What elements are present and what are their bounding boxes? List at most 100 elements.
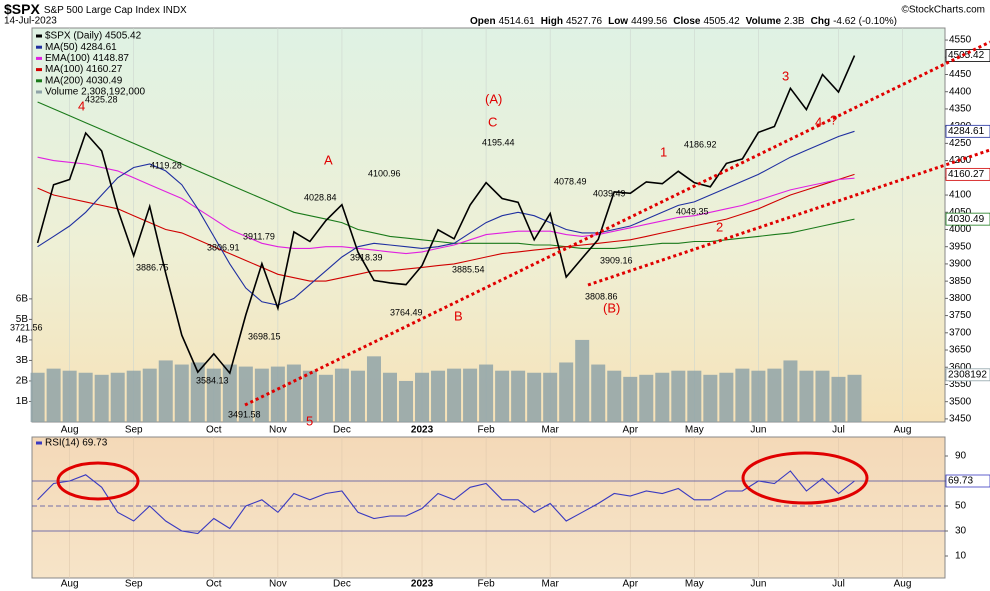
y-tick-label: 4250 [949,138,972,149]
y-tick-label: 10 [955,551,967,562]
y2-tick-label: 3B [16,355,29,366]
x-tick-label: Aug [894,425,912,436]
highlight-ellipse [56,461,140,501]
end-label: 4505.42 [948,50,985,61]
stat-value: 2.3B [784,16,805,27]
volume-bar [847,374,862,422]
y-tick-label: 3800 [949,293,972,304]
price-annotation: 4100.96 [368,168,401,178]
y2-tick-label: 5B [16,314,29,325]
volume-bar [158,360,173,422]
price-annotation: 3886.75 [136,262,169,272]
volume-bar [767,368,782,422]
volume-bar [703,374,718,422]
y2-tick-label: 6B [16,294,29,305]
y-tick-label: 3850 [949,276,972,287]
volume-bar [238,366,253,422]
volume-bar [62,370,77,422]
price-annotation: 4119.28 [150,160,182,170]
y-tick-label: 4000 [949,224,972,235]
end-label-box [945,474,990,488]
stat-label: Close [673,16,701,27]
x-tick-label: Apr [622,425,638,436]
volume-bar [286,364,301,422]
y2-tick-label: 4B [16,335,29,346]
x-tick-label: Dec [333,425,351,436]
x-tick-label: Dec [333,579,351,590]
price-panel [31,27,946,423]
wave-label: 1 [660,144,667,159]
stat-label: Open [470,16,496,27]
volume-bar [623,376,638,422]
price-annotation: 3491.58 [228,409,261,419]
stat-value: 4527.76 [566,16,603,27]
volume-bar [30,372,45,422]
subtitle: S&P 500 Large Cap Index [44,5,160,16]
volume-bar [190,362,205,422]
volume-bar [511,370,526,422]
x-tick-label: Feb [477,579,495,590]
price-annotation: 4078.49 [554,176,587,186]
x-tick-label: Nov [269,579,287,590]
volume-bar [174,364,189,422]
volume-bar [382,372,397,422]
end-label: 4030.49 [948,214,985,225]
wave-label: 5 [306,413,313,428]
volume-bar [815,370,830,422]
legend-label: $SPX (Daily) 4505.42 [45,31,142,42]
price-annotation: 3764.49 [390,307,423,317]
y-tick-label: 4050 [949,207,972,218]
volume-bar [142,368,157,422]
wave-label: A [324,152,333,167]
x-tick-label: May [685,579,704,590]
x-tick-label: Oct [206,425,222,436]
x-tick-label: Aug [894,579,912,590]
price-annotation: 3911.79 [243,231,275,241]
volume-bar [366,356,381,422]
wave-label: 4 [78,98,85,113]
price-annotation: 3698.15 [248,331,281,341]
x-tick-label: Jul [832,579,845,590]
price-annotation: 3584.13 [196,375,229,385]
x-tick-label: Nov [269,425,287,436]
volume-bar [735,368,750,422]
volume-bar [447,368,462,422]
stat-value: -4.62 (-0.10%) [833,16,897,27]
y2-tick-label: 2B [16,376,29,387]
volume-bar [302,370,317,422]
trendline [244,40,990,407]
price-annotation: 4195.44 [482,137,515,147]
volume-bar [431,370,446,422]
x-tick-label: May [685,425,704,436]
wave-label: C [488,114,497,129]
legend-label: MA(200) 4030.49 [45,75,123,86]
stat-value: 4499.56 [631,16,668,27]
volume-bar [575,339,590,422]
y-tick-label: 4400 [949,86,972,97]
volume-bar [126,370,141,422]
price-annotation: 3808.86 [585,291,618,301]
wave-label: 2 [716,219,723,234]
volume-bar [671,370,686,422]
x-tick-label: Jul [832,425,845,436]
series-line [37,470,855,535]
y-tick-label: 30 [955,526,967,537]
stat-label: Low [608,16,628,27]
x-tick-label: Aug [61,425,79,436]
y-tick-label: 3650 [949,345,972,356]
price-annotation: 3909.16 [600,255,633,265]
y-tick-label: 4450 [949,69,972,80]
x-tick-label: Jun [750,425,766,436]
date: 14-Jul-2023 [4,16,57,27]
x-tick-label: Sep [125,425,143,436]
x-tick-label: Mar [542,579,560,590]
legend-label: EMA(100) 4148.87 [45,53,129,64]
x-tick-label: Mar [542,425,560,436]
price-annotation: 3721.56 [10,322,43,332]
end-label-box [945,167,990,181]
y2-tick-label: 1B [16,396,29,407]
volume-bar [206,368,221,422]
volume-bar [719,372,734,422]
y-tick-label: 3450 [949,414,972,425]
